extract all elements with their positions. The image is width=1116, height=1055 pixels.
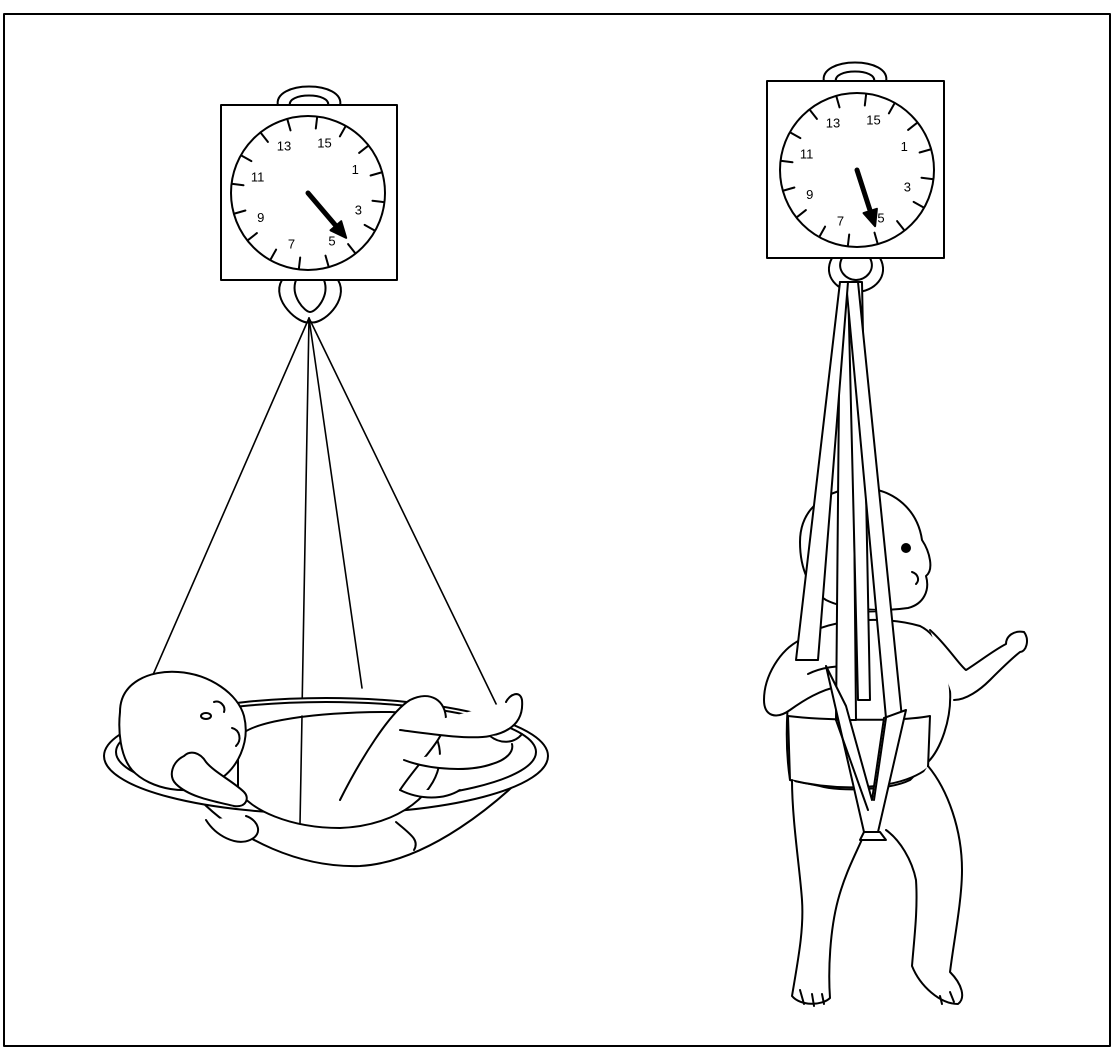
right-dial-tick	[907, 122, 918, 131]
right-dial-tick	[920, 176, 934, 181]
left-dial-tick	[269, 248, 278, 261]
left-dial-label-11: 11	[251, 170, 265, 185]
left-dial-tick	[338, 125, 347, 138]
left-dial-tick	[231, 182, 245, 187]
right-dial-tick	[809, 109, 818, 120]
left-dial-label-13: 13	[277, 139, 291, 154]
left-dial-tick	[369, 171, 383, 177]
left-dial-labels: 15 1 3 5 7 9 11 13	[251, 136, 362, 252]
left-needle-arrow	[305, 190, 348, 239]
right-dial-tick	[782, 186, 796, 192]
right-dial-tick	[918, 148, 932, 154]
left-baby	[118, 670, 524, 851]
right-dial-tick	[818, 225, 827, 238]
left-dial-label-5: 5	[328, 233, 335, 248]
right-dial-tick	[789, 131, 802, 140]
right-dial-ticks	[780, 93, 934, 247]
right-needle-shaft	[854, 167, 873, 214]
right-dial-tick	[780, 159, 794, 164]
left-dial-label-9: 9	[257, 210, 264, 225]
right-dial-label-15: 15	[866, 113, 880, 128]
left-dial-tick	[358, 145, 369, 154]
right-dial-label-9: 9	[806, 187, 813, 202]
left-needle-head	[329, 220, 348, 239]
left-scale: 15 1 3 5 7 9 11 13	[103, 85, 549, 868]
right-scale: 15 1 3 5 7 9 11 13	[763, 61, 1028, 1007]
left-needle-shaft	[305, 190, 339, 229]
right-dial-label-7: 7	[837, 213, 844, 228]
right-top-hook	[822, 61, 888, 83]
right-dial-label-1: 1	[901, 139, 908, 154]
right-dial-label-5: 5	[877, 210, 884, 225]
left-top-hook	[276, 85, 342, 107]
left-dial-tick	[297, 256, 302, 270]
right-dial-tick	[887, 102, 896, 115]
right-dial-tick	[846, 233, 851, 247]
left-dial-tick	[371, 199, 385, 204]
left-dial-tick	[314, 116, 319, 130]
left-dial-tick	[260, 132, 269, 143]
right-dial-label-13: 13	[826, 116, 840, 131]
right-dial-tick	[873, 231, 879, 245]
left-dial-tick	[286, 118, 292, 132]
right-dial-tick	[796, 209, 807, 218]
left-dial-tick	[233, 209, 247, 215]
diagram-frame	[3, 13, 1111, 1047]
left-dial-tick	[247, 232, 258, 241]
right-dial-tick	[863, 93, 868, 107]
right-needle-arrow	[854, 167, 878, 228]
right-dial-label-3: 3	[904, 180, 911, 195]
left-dial-tick	[324, 254, 330, 268]
left-dial-label-3: 3	[355, 203, 362, 218]
right-dial-labels: 15 1 3 5 7 9 11 13	[800, 113, 911, 229]
right-dial-tick	[835, 95, 841, 109]
right-dial-label-11: 11	[800, 147, 814, 162]
left-dial-tick	[363, 223, 376, 232]
right-dial-tick	[896, 220, 905, 231]
right-dial-tick	[912, 200, 925, 209]
right-needle-head	[862, 207, 878, 228]
left-dial-tick	[240, 154, 253, 163]
left-dial-ticks	[231, 116, 385, 270]
left-dial-tick	[347, 243, 356, 254]
left-dial-label-1: 1	[352, 162, 359, 177]
left-dial-label-15: 15	[317, 136, 331, 151]
right-weighing-harness	[795, 281, 907, 841]
left-bottom-hook	[278, 279, 342, 324]
left-dial-label-7: 7	[288, 236, 295, 251]
